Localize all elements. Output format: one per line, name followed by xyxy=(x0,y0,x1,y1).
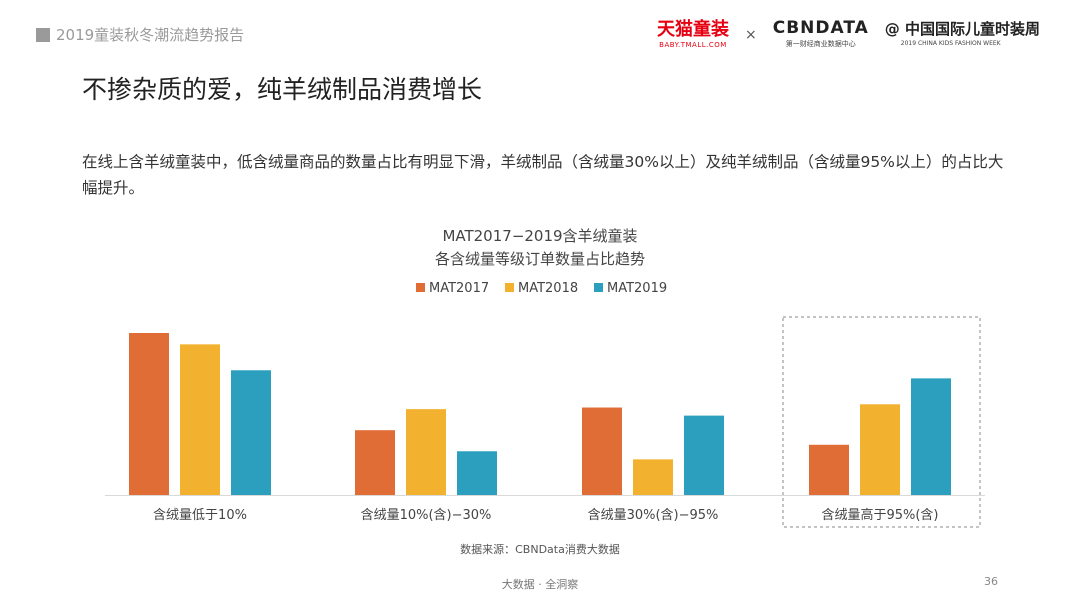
bar xyxy=(684,415,724,495)
legend-swatch xyxy=(594,283,603,292)
legend-label: MAT2017 xyxy=(429,281,489,296)
cbndata-logo-text: CBNDATA xyxy=(772,18,869,38)
header-left: 2019童装秋冬潮流趋势报告 xyxy=(36,24,244,45)
bar xyxy=(129,333,169,495)
category-label: 含绒量高于95%(含) xyxy=(821,507,938,523)
tmall-logo: 天猫童装 BABY.TMALL.COM xyxy=(656,18,729,49)
bar xyxy=(231,370,271,495)
bar xyxy=(860,404,900,495)
bar xyxy=(633,459,673,495)
category-label: 含绒量低于10% xyxy=(153,507,247,523)
tmall-logo-url: BABY.TMALL.COM xyxy=(659,40,727,49)
page-number: 36 xyxy=(984,575,998,588)
bar xyxy=(355,430,395,495)
bar xyxy=(180,344,220,495)
page-description: 在线上含羊绒童装中，低含绒量商品的数量占比有明显下滑，羊绒制品（含绒量30%以上… xyxy=(82,153,1004,197)
legend-label: MAT2019 xyxy=(607,281,667,296)
ckfw-logo: @ 中国国际儿童时装周 2019 CHINA KIDS FASHION WEEK xyxy=(884,20,1040,48)
bar xyxy=(582,407,622,495)
bar xyxy=(406,409,446,495)
category-label: 含绒量10%(含)−30% xyxy=(361,507,492,523)
chart-subtitle: 各含绒量等级订单数量占比趋势 xyxy=(435,250,645,268)
legend-swatch xyxy=(505,283,514,292)
source-note: 数据来源：CBNData消费大数据 xyxy=(460,543,620,556)
legend-label: MAT2018 xyxy=(518,281,578,296)
report-title: 2019童装秋冬潮流趋势报告 xyxy=(56,26,245,44)
times-sign: × xyxy=(744,26,757,43)
header-square-icon xyxy=(36,27,50,42)
ckfw-logo-text: @ 中国国际儿童时装周 xyxy=(884,20,1040,38)
bar xyxy=(457,451,497,495)
cbndata-logo: CBNDATA 第一财经商业数据中心 xyxy=(773,20,869,49)
footer-text: 大数据 · 全洞察 xyxy=(501,578,579,591)
cbndata-logo-sub: 第一财经商业数据中心 xyxy=(785,40,856,48)
tmall-logo-text: 天猫童装 xyxy=(656,18,729,40)
page-title: 不掺杂质的爱，纯羊绒制品消费增长 xyxy=(82,75,483,104)
bar xyxy=(911,378,951,495)
legend-swatch xyxy=(416,283,425,292)
bar xyxy=(809,444,849,495)
chart-title: MAT2017−2019含羊绒童装 xyxy=(442,227,637,245)
ckfw-logo-sub: 2019 CHINA KIDS FASHION WEEK xyxy=(900,40,1001,47)
highlight-box xyxy=(782,316,981,528)
category-label: 含绒量30%(含)−95% xyxy=(588,507,719,523)
partner-logos: 天猫童装 BABY.TMALL.COM × CBNDATA 第一财经商业数据中心… xyxy=(657,20,1040,49)
